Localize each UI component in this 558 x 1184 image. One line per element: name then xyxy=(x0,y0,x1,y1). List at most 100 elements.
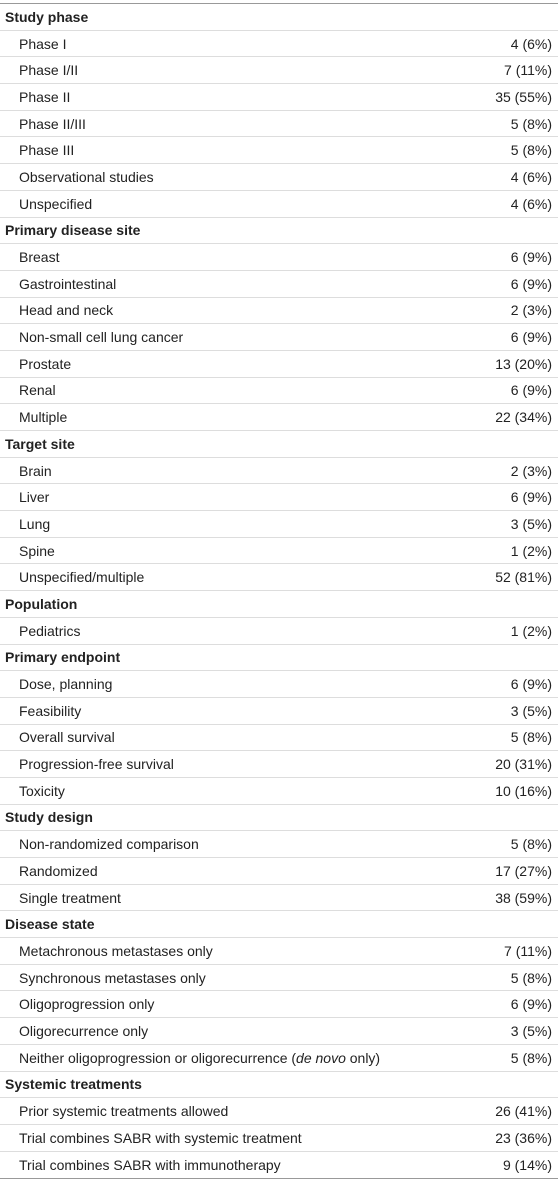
section-title: Primary disease site xyxy=(5,222,141,239)
table-row: Gastrointestinal 6 (9%) xyxy=(0,271,558,298)
row-label: Gastrointestinal xyxy=(19,275,117,292)
table-row: Renal 6 (9%) xyxy=(0,378,558,405)
table-row: Unspecified 4 (6%) xyxy=(0,191,558,218)
row-value: 6 (9%) xyxy=(510,329,552,346)
row-label: Dose, planning xyxy=(19,676,113,693)
row-value: 5 (8%) xyxy=(510,969,552,986)
row-value: 4 (6%) xyxy=(510,168,552,185)
row-label: Feasibility xyxy=(19,702,82,719)
row-label: Pediatrics xyxy=(19,622,81,639)
row-label: Brain xyxy=(19,462,52,479)
row-value: 17 (27%) xyxy=(495,862,552,879)
section-row: Primary endpoint xyxy=(0,645,558,672)
table-row: Phase II 35 (55%) xyxy=(0,84,558,111)
row-value: 6 (9%) xyxy=(510,676,552,693)
table-row: Multiple 22 (34%) xyxy=(0,404,558,431)
row-value: 10 (16%) xyxy=(495,782,552,799)
table: Study phase Phase I 4 (6%) Phase I/II 7 (11%… xyxy=(0,3,558,1180)
row-label: Progression-free survival xyxy=(19,756,174,773)
row-value: 23 (36%) xyxy=(495,1129,552,1146)
label-part: only) xyxy=(345,1049,381,1066)
section-row: Study phase xyxy=(0,4,558,31)
row-label: Head and neck xyxy=(19,302,114,319)
row-label: Trial combines SABR with immunotherapy xyxy=(19,1156,281,1173)
row-value: 9 (14%) xyxy=(502,1156,552,1173)
table-row: Progression-free survival 20 (31%) xyxy=(0,751,558,778)
section-title: Disease state xyxy=(5,916,95,933)
row-label: Non-randomized comparison xyxy=(19,836,199,853)
table-row: Observational studies 4 (6%) xyxy=(0,164,558,191)
row-value: 6 (9%) xyxy=(510,489,552,506)
section-row: Systemic treatments xyxy=(0,1072,558,1099)
row-value: 6 (9%) xyxy=(510,996,552,1013)
row-value: 6 (9%) xyxy=(510,249,552,266)
row-label: Renal xyxy=(19,382,56,399)
row-value: 2 (3%) xyxy=(510,462,552,479)
table-row: Neither oligoprogression or oligorecurre… xyxy=(0,1045,558,1072)
row-label: Oligoprogression only xyxy=(19,996,155,1013)
row-label: Phase II xyxy=(19,88,71,105)
section-row: Study design xyxy=(0,805,558,832)
row-value: 3 (5%) xyxy=(510,515,552,532)
table-row: Oligorecurrence only 3 (5%) xyxy=(0,1018,558,1045)
row-label: Oligorecurrence only xyxy=(19,1022,149,1039)
row-value: 13 (20%) xyxy=(495,355,552,372)
section-title: Population xyxy=(5,595,78,612)
section-title: Target site xyxy=(5,435,75,452)
row-value: 5 (8%) xyxy=(510,836,552,853)
row-value: 7 (11%) xyxy=(504,62,552,79)
row-label: Breast xyxy=(19,249,60,266)
row-value: 4 (6%) xyxy=(510,35,552,52)
row-label: Metachronous metastases only xyxy=(19,942,213,959)
row-value: 1 (2%) xyxy=(510,542,552,559)
row-value: 22 (34%) xyxy=(495,409,552,426)
section-row: Disease state xyxy=(0,911,558,939)
label-part: de novo xyxy=(296,1049,346,1066)
table-row: Breast 6 (9%) xyxy=(0,244,558,271)
table-row: Metachronous metastases only 7 (11%) xyxy=(0,938,558,965)
row-label: Phase I xyxy=(19,35,67,52)
table-row: Lung 3 (5%) xyxy=(0,511,558,538)
row-value: 5 (8%) xyxy=(510,142,552,159)
table-row: Oligoprogression only 6 (9%) xyxy=(0,991,558,1019)
table-row: Synchronous metastases only 5 (8%) xyxy=(0,965,558,992)
row-value: 5 (8%) xyxy=(510,729,552,746)
row-value: 5 (8%) xyxy=(510,1049,552,1066)
row-value: 1 (2%) xyxy=(510,622,552,639)
section-row: Population xyxy=(0,591,558,618)
row-value: 2 (3%) xyxy=(510,302,552,319)
row-label: Overall survival xyxy=(19,729,115,746)
row-value: 26 (41%) xyxy=(495,1103,552,1120)
table-row: Trial combines SABR with immunotherapy 9 … xyxy=(0,1152,558,1179)
table-row: Spine 1 (2%) xyxy=(0,538,558,565)
table-row: Dose, planning 6 (9%) xyxy=(0,671,558,698)
row-label: Spine xyxy=(19,542,55,559)
table-row: Head and neck 2 (3%) xyxy=(0,298,558,325)
row-label: Trial combines SABR with systemic treatm… xyxy=(19,1129,302,1146)
row-value: 4 (6%) xyxy=(510,195,552,212)
row-value: 20 (31%) xyxy=(495,756,552,773)
table-row: Prior systemic treatments allowed 26 (41%… xyxy=(0,1098,558,1125)
table-row: Single treatment 38 (59%) xyxy=(0,885,558,912)
table-row: Trial combines SABR with systemic treatm… xyxy=(0,1125,558,1152)
table-row: Prostate 13 (20%) xyxy=(0,351,558,378)
section-row: Target site xyxy=(0,431,558,458)
table-row: Non-randomized comparison 5 (8%) xyxy=(0,831,558,858)
row-value: 3 (5%) xyxy=(510,702,552,719)
row-label: Observational studies xyxy=(19,168,154,185)
section-title: Primary endpoint xyxy=(5,649,121,666)
table-row: Unspecified/multiple 52 (81%) xyxy=(0,564,558,592)
row-label: Phase II/III xyxy=(19,115,86,132)
section-title: Systemic treatments xyxy=(5,1076,142,1093)
row-label: Phase I/II xyxy=(19,62,79,79)
table-row: Phase III 5 (8%) xyxy=(0,137,558,165)
table-row: Toxicity 10 (16%) xyxy=(0,778,558,805)
table-row: Overall survival 5 (8%) xyxy=(0,725,558,752)
table-row: Phase II/III 5 (8%) xyxy=(0,111,558,138)
table-row: Liver 6 (9%) xyxy=(0,484,558,512)
row-label: Prior systemic treatments allowed xyxy=(19,1103,229,1120)
section-title: Study phase xyxy=(5,8,89,25)
table-row: Brain 2 (3%) xyxy=(0,458,558,485)
table-row: Phase I/II 7 (11%) xyxy=(0,57,558,85)
